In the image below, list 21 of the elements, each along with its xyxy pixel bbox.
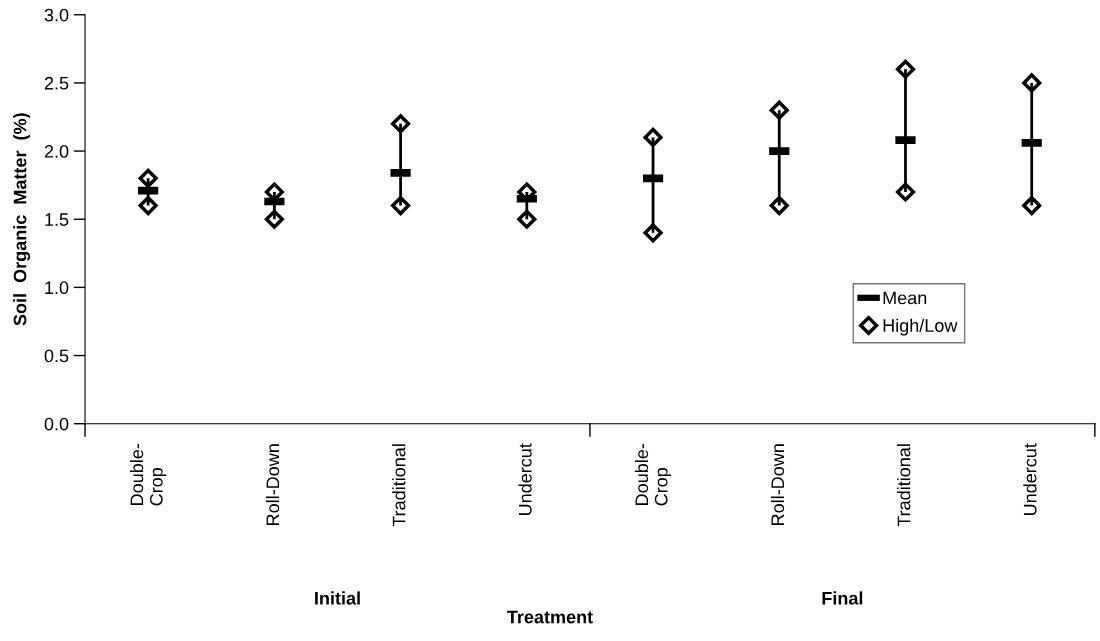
y-tick-label: 3.0 [44, 8, 69, 22]
x-tick-label: Traditional [392, 444, 406, 527]
y-axis-title: Soil Organic Matter (%) [13, 113, 31, 326]
y-tick-label: 1.5 [45, 213, 69, 226]
text: Initial [315, 591, 360, 605]
legend-label: Mean [883, 291, 927, 305]
x-tick-label: Double- Crop [634, 443, 672, 506]
x-tick-label: Traditional [897, 444, 911, 527]
x-tick-label: Undercut [518, 443, 532, 516]
x-tick-label: Roll-Down [265, 444, 280, 525]
x-tick-label: Roll-Down [770, 444, 785, 525]
y-tick-label: 2.0 [44, 145, 69, 158]
y-tick-label: 0.5 [44, 349, 69, 363]
y-tick-label: 1.0 [45, 281, 69, 295]
y-tick-label: 2.5 [44, 76, 69, 90]
y-tick-label: 0.0 [44, 417, 69, 431]
x-tick-label: Double- Crop [130, 443, 167, 506]
text: Treatment [507, 610, 593, 624]
x-tick-label: Undercut [1023, 443, 1037, 516]
text: Final [822, 591, 863, 605]
legend-label: High/Low [883, 318, 958, 336]
